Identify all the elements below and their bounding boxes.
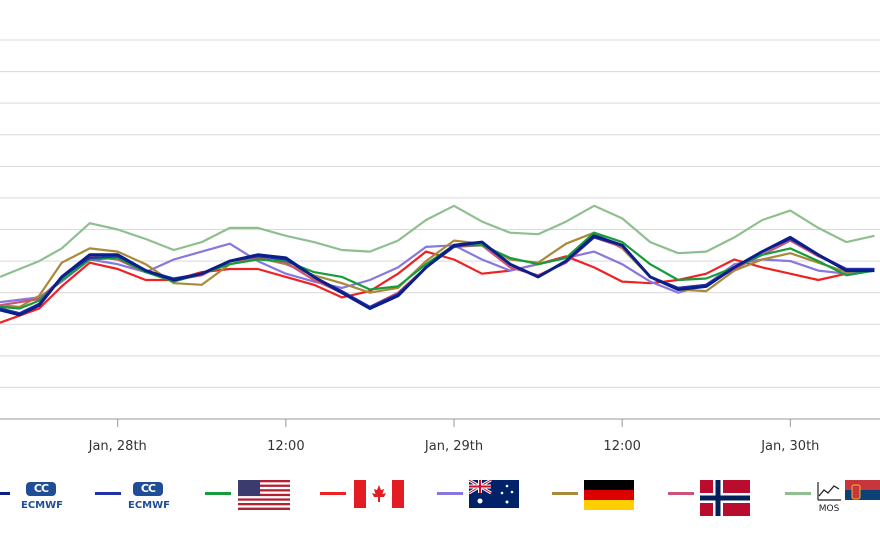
legend-line-norway: [668, 492, 694, 495]
forecast-line-chart: Jan, 28th 12:00 Jan, 29th 12:00 Jan, 30th: [0, 39, 880, 454]
legend-line-germany: [552, 492, 578, 495]
legend-line-canada: [320, 492, 346, 495]
x-tick-label-3: 12:00: [603, 439, 640, 454]
series-line-4[interactable]: [0, 242, 875, 304]
ecmwf-logo-icon: CC ECMWF: [18, 480, 66, 516]
x-tick-label-2: Jan, 29th: [424, 439, 483, 454]
mos-chart-icon: MOS: [815, 480, 843, 516]
germany-flag-icon: [584, 480, 634, 510]
legend-line-australia: [437, 492, 463, 495]
mos-label: MOS: [818, 504, 840, 514]
x-tick-label-4: Jan, 30th: [760, 439, 819, 454]
usa-flag-icon: [238, 480, 290, 510]
series-line-6[interactable]: [0, 236, 875, 308]
legend-line-ecmwf-1: [0, 492, 10, 495]
series-line-0[interactable]: [0, 234, 875, 317]
legend-line-usa: [205, 492, 231, 495]
serbia-flag-icon: [845, 480, 880, 510]
legend-line-mos: [785, 492, 811, 495]
x-tick-label-0: Jan, 28th: [88, 439, 147, 454]
series-line-7[interactable]: [0, 204, 875, 278]
norway-flag-icon: [700, 480, 750, 516]
ecmwf-logo-text: ECMWF: [128, 500, 170, 511]
legend: CC ECMWF CC ECMWF: [0, 470, 880, 530]
ecmwf-logo-icon: CC ECMWF: [125, 480, 173, 516]
series-line-2[interactable]: [0, 231, 875, 310]
y-gridlines: [0, 39, 880, 388]
x-tick-label-1: 12:00: [267, 439, 304, 454]
x-axis-ticks: Jan, 28th 12:00 Jan, 29th 12:00 Jan, 30th: [88, 419, 819, 454]
series-lines: [0, 204, 875, 324]
canada-flag-icon: [354, 480, 404, 508]
ecmwf-logo-text: ECMWF: [21, 500, 63, 511]
legend-line-ecmwf-2: [95, 492, 121, 495]
australia-flag-icon: [469, 480, 519, 508]
series-line-5[interactable]: [0, 231, 875, 308]
